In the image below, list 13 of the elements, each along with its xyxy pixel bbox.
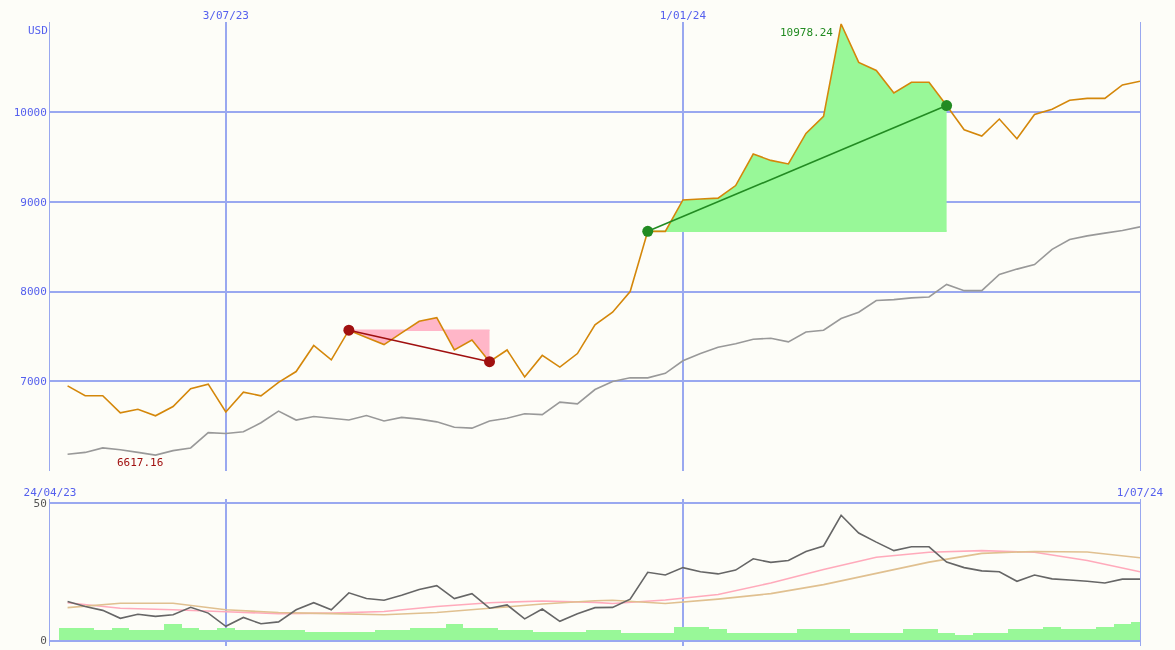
y-tick-label: 8000 bbox=[20, 285, 47, 299]
y-tick-label: 10000 bbox=[13, 105, 47, 119]
x-tick-label: 1/01/24 bbox=[659, 8, 707, 22]
x-tick-label: 3/07/23 bbox=[202, 8, 249, 22]
y-tick-label: 7000 bbox=[20, 375, 47, 389]
y-axis-title: USD bbox=[28, 24, 48, 37]
x-tick-label: 24/04/23 bbox=[23, 486, 77, 500]
annotation: 10978.24 bbox=[780, 26, 834, 39]
x-tick-label: 1/07/24 bbox=[1116, 486, 1164, 500]
annotation: 6617.16 bbox=[117, 456, 164, 469]
y-tick-label: 0 bbox=[40, 634, 47, 648]
y-tick-label: 50 bbox=[33, 497, 47, 511]
y-tick-label: 9000 bbox=[20, 195, 47, 209]
